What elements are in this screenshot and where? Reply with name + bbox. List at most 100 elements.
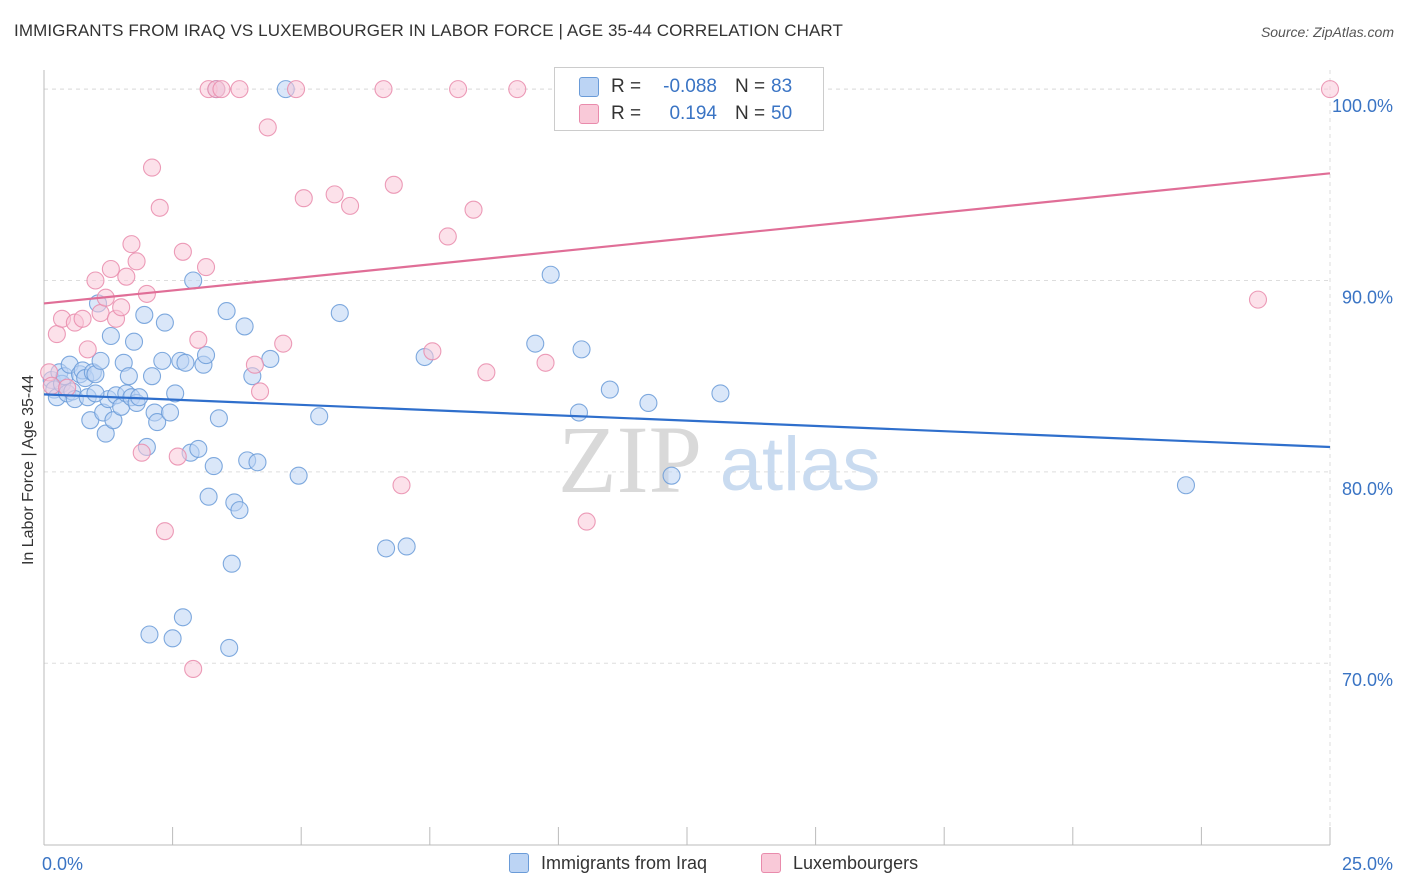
point-iraq bbox=[91, 351, 110, 370]
point-iraq bbox=[217, 302, 236, 321]
point-luxembourgers bbox=[250, 382, 270, 401]
point-luxembourgers bbox=[47, 325, 66, 344]
point-luxembourgers bbox=[101, 259, 120, 279]
point-iraq bbox=[220, 638, 239, 657]
point-luxembourgers bbox=[423, 342, 442, 361]
point-luxembourgers bbox=[42, 376, 61, 395]
point-iraq bbox=[541, 265, 560, 284]
point-iraq bbox=[104, 411, 123, 430]
axes bbox=[43, 70, 1331, 846]
point-luxembourgers bbox=[112, 298, 131, 317]
watermark-atlas: atlas bbox=[720, 422, 881, 507]
legend-item-iraq[interactable]: Immigrants from Iraq bbox=[509, 852, 749, 876]
trend-lines bbox=[43, 172, 1331, 449]
point-iraq bbox=[163, 629, 182, 648]
x-tick-label: 0.0% bbox=[42, 854, 83, 874]
point-luxembourgers bbox=[173, 242, 192, 261]
point-iraq bbox=[189, 439, 208, 458]
point-iraq bbox=[397, 537, 416, 556]
point-luxembourgers bbox=[274, 334, 293, 353]
stats-box: R = -0.088 N = 83 R = 0.194 N = 50 bbox=[554, 67, 824, 131]
r-label: R = bbox=[611, 103, 642, 124]
point-luxembourgers bbox=[577, 512, 596, 531]
point-luxembourgers bbox=[189, 330, 208, 349]
y-tick-label: 80.0% bbox=[1342, 479, 1393, 499]
legend-label-luxembourgers: Luxembourgers bbox=[793, 853, 919, 873]
point-luxembourgers bbox=[155, 522, 174, 541]
point-luxembourgers bbox=[1320, 80, 1340, 99]
point-luxembourgers bbox=[341, 196, 360, 215]
legend-item-luxembourgers[interactable]: Luxembourgers bbox=[761, 852, 961, 876]
point-luxembourgers bbox=[122, 235, 141, 254]
point-luxembourgers bbox=[384, 175, 403, 194]
point-iraq bbox=[119, 367, 138, 386]
point-iraq bbox=[1176, 476, 1196, 495]
point-iraq bbox=[101, 326, 120, 346]
point-iraq bbox=[572, 340, 591, 359]
r-label: R = bbox=[611, 76, 642, 97]
point-iraq bbox=[289, 466, 308, 485]
point-iraq bbox=[526, 334, 545, 353]
stats-swatch-luxembourgers bbox=[579, 104, 599, 124]
legend-swatch-iraq bbox=[509, 853, 529, 873]
point-iraq bbox=[569, 403, 589, 422]
point-luxembourgers bbox=[127, 252, 146, 271]
point-iraq bbox=[204, 457, 223, 476]
legend-swatch-luxembourgers bbox=[761, 853, 781, 873]
point-luxembourgers bbox=[258, 118, 277, 137]
point-iraq bbox=[261, 349, 280, 369]
point-luxembourgers bbox=[325, 185, 344, 204]
point-luxembourgers bbox=[132, 443, 151, 462]
point-luxembourgers bbox=[1248, 290, 1268, 309]
point-luxembourgers bbox=[184, 659, 203, 679]
point-iraq bbox=[662, 466, 681, 485]
point-iraq bbox=[222, 554, 241, 573]
point-luxembourgers bbox=[150, 198, 169, 217]
stats-row-luxembourgers: R = 0.194 N = 50 bbox=[555, 102, 823, 126]
point-luxembourgers bbox=[287, 80, 306, 99]
legend-label-iraq: Immigrants from Iraq bbox=[541, 853, 708, 873]
watermark-zip: ZIP bbox=[558, 406, 702, 513]
point-luxembourgers bbox=[91, 303, 110, 323]
point-iraq bbox=[166, 384, 185, 403]
n-label: N = bbox=[735, 76, 766, 97]
point-iraq bbox=[196, 346, 216, 365]
point-luxembourgers bbox=[196, 258, 216, 277]
stats-swatch-iraq bbox=[579, 77, 599, 97]
n-label: N = bbox=[735, 103, 766, 124]
n-value: 50 bbox=[771, 103, 793, 124]
point-luxembourgers bbox=[477, 363, 496, 382]
x-tick-label: 25.0% bbox=[1342, 854, 1393, 874]
point-luxembourgers bbox=[508, 80, 527, 99]
point-luxembourgers bbox=[142, 158, 162, 177]
watermark: ZIP atlas bbox=[558, 406, 880, 513]
point-iraq bbox=[173, 608, 192, 627]
point-iraq bbox=[199, 487, 218, 506]
point-iraq bbox=[153, 351, 172, 370]
point-luxembourgers bbox=[464, 200, 483, 219]
point-iraq bbox=[140, 625, 159, 644]
point-iraq bbox=[248, 453, 267, 472]
r-value: 0.194 bbox=[669, 103, 717, 124]
point-luxembourgers bbox=[230, 80, 249, 99]
stats-row-iraq: R = -0.088 N = 83 bbox=[555, 75, 823, 99]
point-luxembourgers bbox=[86, 271, 105, 290]
point-iraq bbox=[230, 501, 249, 520]
y-tick-label: 100.0% bbox=[1332, 96, 1393, 116]
point-iraq bbox=[235, 317, 254, 336]
point-luxembourgers bbox=[168, 447, 187, 466]
point-luxembourgers bbox=[449, 80, 468, 99]
source-credit: Source: ZipAtlas.com bbox=[1260, 24, 1394, 40]
trend-line-iraq bbox=[43, 393, 1331, 449]
point-iraq bbox=[639, 393, 658, 413]
point-iraq bbox=[148, 413, 167, 432]
y-tick-label: 90.0% bbox=[1342, 287, 1393, 307]
point-iraq bbox=[155, 313, 174, 332]
point-iraq bbox=[310, 407, 329, 426]
data-points bbox=[40, 80, 1340, 679]
tick-labels: 70.0% 80.0% 90.0% 100.0% 0.0% 25.0% bbox=[42, 96, 1393, 874]
point-luxembourgers bbox=[117, 267, 136, 286]
point-iraq bbox=[176, 353, 195, 372]
point-iraq bbox=[209, 409, 228, 428]
